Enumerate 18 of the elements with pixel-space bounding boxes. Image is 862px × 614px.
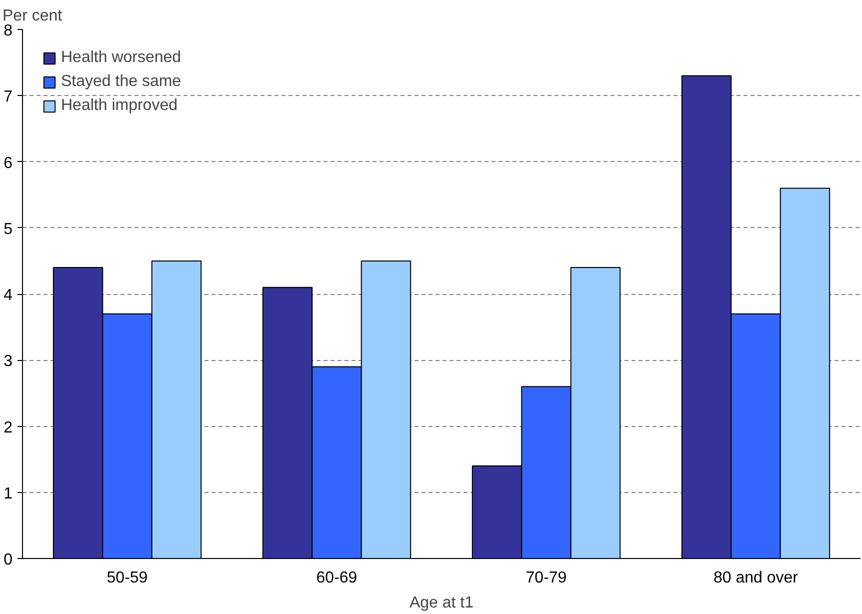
x-axis-title: Age at t1 [409,594,474,612]
legend-label: Health improved [61,97,178,115]
y-tick-label: 4 [4,287,13,304]
y-axis-title: Per cent [2,8,63,24]
legend-label: Stayed the same [61,73,182,91]
legend-label: Health worsened [61,49,182,67]
y-tick-label: 6 [4,154,13,172]
y-tick-label: 3 [4,353,13,370]
x-tick-label: 70-79 [526,570,567,586]
y-tick-label: 2 [4,419,13,436]
x-tick-label: 50-59 [106,570,148,586]
y-tick-label: 1 [4,485,13,502]
y-tick-label: 5 [4,220,13,238]
x-tick-label: 80 and over [713,570,799,586]
y-tick-label: 0 [4,552,13,568]
x-tick-label: 60-69 [316,570,358,586]
y-tick-label: 7 [4,88,13,106]
y-tick-label: 8 [4,22,13,40]
